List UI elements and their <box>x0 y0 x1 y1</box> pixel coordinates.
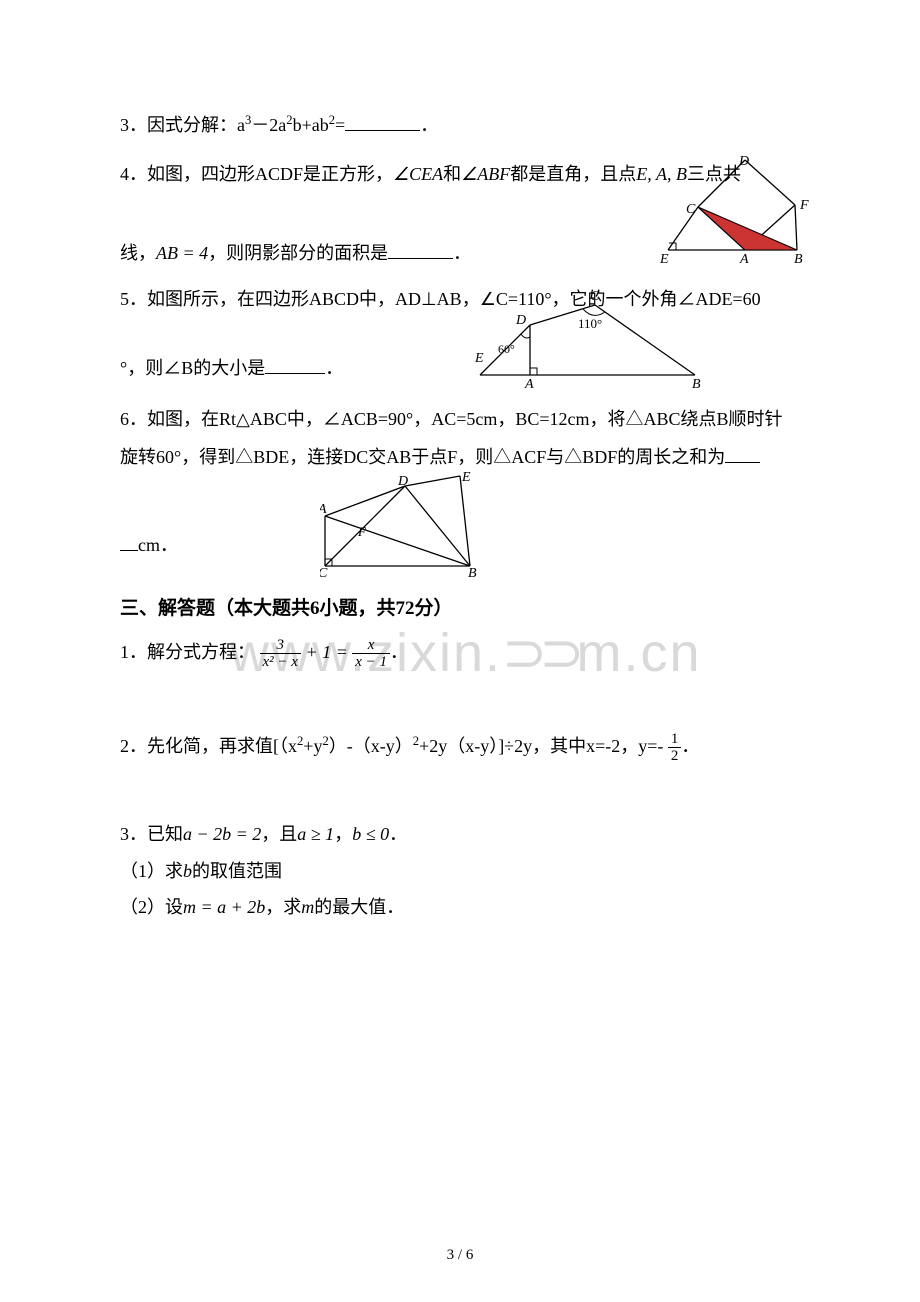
cond2: b ≤ 0 <box>352 824 389 844</box>
text: 2．先化简，再求值[（x <box>120 736 297 756</box>
section-3-header: 三、解答题（本大题共6小题，共72分） <box>120 594 800 624</box>
text: ）-（x-y） <box>329 736 413 756</box>
svg-text:A: A <box>320 502 327 517</box>
svg-text:B: B <box>692 377 701 390</box>
svg-text:60°: 60° <box>498 342 515 356</box>
text: ，求 <box>265 897 301 917</box>
text: ． <box>420 115 438 135</box>
text: 的最大值． <box>314 897 404 917</box>
plus-eq: + 1 = <box>305 642 352 662</box>
text: ． <box>681 736 699 756</box>
svg-text:D: D <box>397 474 408 489</box>
den: x − 1 <box>352 654 390 671</box>
text: = <box>335 115 345 135</box>
blank <box>120 533 138 551</box>
eq: a − 2b = 2 <box>183 824 261 844</box>
text: °，则∠B的大小是 <box>120 358 265 378</box>
text: ． <box>389 824 407 844</box>
text: 线， <box>120 243 156 263</box>
figure-5-svg: C 110° D E 60° A B <box>475 290 710 390</box>
figure-4: D C F E A B <box>660 155 815 279</box>
svg-text:E: E <box>475 351 484 366</box>
num: 1 <box>668 731 682 749</box>
svg-text:B: B <box>794 252 803 267</box>
page-number: 3 / 6 <box>447 1243 474 1267</box>
blank <box>345 113 420 131</box>
den: x² − x <box>260 654 301 671</box>
text: 旋转60°，得到△BDE，连接DC交AB于点F，则△ACF与△BDF的周长之和为 <box>120 447 725 467</box>
text: ． <box>325 358 343 378</box>
text: 1．解分式方程： <box>120 642 255 662</box>
answer-problem-3: 3．已知a − 2b = 2，且a ≥ 1，b ≤ 0． （1）求b的取值范围 … <box>120 820 800 922</box>
den: 2 <box>668 748 682 765</box>
page-content: 3．因式分解：a3－2a2b+ab2=． 4．如图，四边形ACDF是正方形，∠C… <box>120 110 800 922</box>
text: b+ab <box>293 115 329 135</box>
eq: m = a + 2b <box>183 897 265 917</box>
figure-6: A C B D E F <box>320 471 485 595</box>
svg-text:F: F <box>799 198 809 213</box>
svg-text:E: E <box>461 471 471 485</box>
answer-problem-2: 2．先化简，再求值[（x2+y2）-（x-y）2+2y（x-y）]÷2y，其中x… <box>120 731 800 765</box>
text: －2a <box>251 115 286 135</box>
svg-text:D: D <box>515 313 526 328</box>
num: 3 <box>260 637 301 655</box>
text: 和 <box>443 164 461 184</box>
text: ． <box>453 243 471 263</box>
line1: 6．如图，在Rt△ABC中，∠ACB=90°，AC=5cm，BC=12cm，将△… <box>120 401 800 439</box>
fill-problem-4: 4．如图，四边形ACDF是正方形，∠CEA和∠ABF都是直角，且点E, A, B… <box>120 160 800 268</box>
angle-cea: ∠CEA <box>393 164 443 184</box>
figure-5: C 110° D E 60° A B <box>475 290 710 399</box>
text: 3．因式分解：a <box>120 115 245 135</box>
svg-text:C: C <box>320 566 328 581</box>
text: 4．如图，四边形ACDF是正方形， <box>120 164 393 184</box>
text: ， <box>334 824 352 844</box>
cond1: a ≥ 1 <box>297 824 334 844</box>
svg-text:110°: 110° <box>578 316 602 331</box>
text: ，则阴影部分的面积是 <box>208 243 388 263</box>
blank <box>725 445 760 463</box>
line1: 3．已知a − 2b = 2，且a ≥ 1，b ≤ 0． <box>120 820 800 849</box>
text: 3．已知 <box>120 824 183 844</box>
svg-text:D: D <box>738 155 749 169</box>
svg-text:A: A <box>524 377 534 390</box>
svg-text:C: C <box>590 290 600 304</box>
text: cm． <box>138 535 178 555</box>
figure-6-svg: A C B D E F <box>320 471 485 581</box>
text: （2）设 <box>120 897 183 917</box>
fill-problem-3: 3．因式分解：a3－2a2b+ab2=． <box>120 110 800 140</box>
figure-4-svg: D C F E A B <box>660 155 815 270</box>
ab-eq: AB = 4 <box>156 243 208 263</box>
fraction-half: 1 2 <box>668 731 682 765</box>
sub-2: （2）设m = a + 2b，求m的最大值． <box>120 893 800 922</box>
fill-problem-5: 5．如图所示，在四边形ABCD中，AD⊥AB，∠C=110°，它的一个外角∠AD… <box>120 285 800 383</box>
fill-problem-6: 6．如图，在Rt△ABC中，∠ACB=90°，AC=5cm，BC=12cm，将△… <box>120 401 800 564</box>
blank <box>265 356 325 374</box>
text: +2y（x-y）]÷2y，其中x=-2，y=- <box>419 736 663 756</box>
var-b: b <box>183 861 192 881</box>
svg-text:C: C <box>686 202 696 217</box>
svg-text:A: A <box>739 252 749 267</box>
text: ． <box>390 642 408 662</box>
answer-problem-1: 1．解分式方程： 3 x² − x + 1 = x x − 1 ． <box>120 637 800 671</box>
text: 都是直角，且点 <box>510 164 636 184</box>
num: x <box>352 637 390 655</box>
svg-text:E: E <box>660 252 669 267</box>
blank <box>388 241 453 259</box>
svg-text:B: B <box>468 566 477 581</box>
fraction-2: x x − 1 <box>352 637 390 671</box>
sub-1: （1）求b的取值范围 <box>120 857 800 886</box>
svg-text:F: F <box>357 524 367 539</box>
var-m: m <box>301 897 314 917</box>
angle-abf: ∠ABF <box>461 164 510 184</box>
fraction-1: 3 x² − x <box>260 637 301 671</box>
text: ，且 <box>261 824 297 844</box>
text: +y <box>303 736 322 756</box>
